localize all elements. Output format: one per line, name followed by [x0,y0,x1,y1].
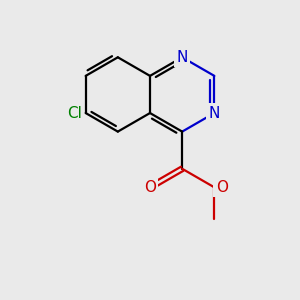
Text: N: N [209,106,220,121]
Text: N: N [176,50,188,65]
Text: Cl: Cl [67,106,82,121]
Text: O: O [216,180,228,195]
Text: O: O [144,180,156,195]
